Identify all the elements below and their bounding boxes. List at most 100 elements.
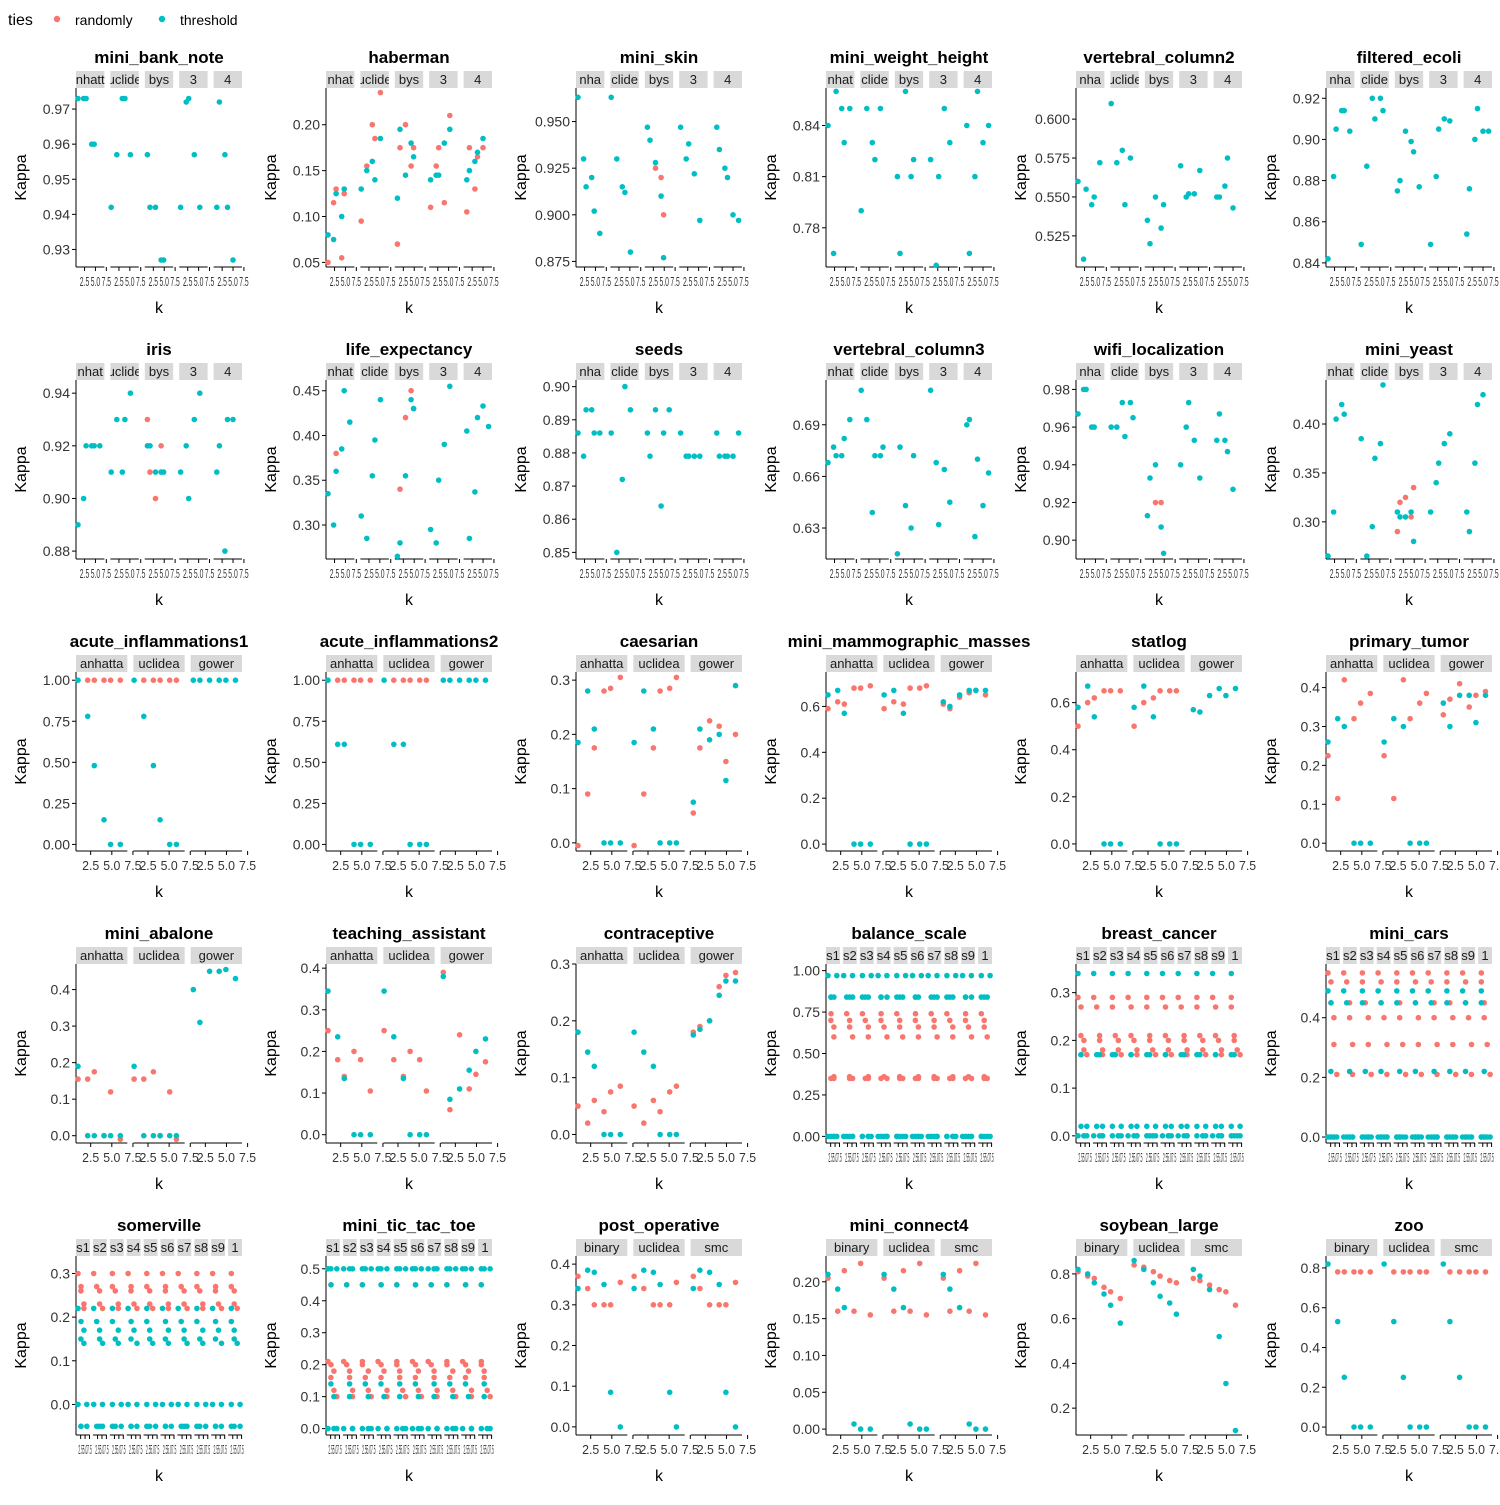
- data-point-threshold: [944, 1133, 950, 1140]
- x-tick-label: 5.0: [841, 566, 850, 581]
- data-point-randomly: [1400, 1269, 1407, 1275]
- data-point-threshold: [368, 1266, 375, 1272]
- legend-key-randomly: [53, 15, 61, 23]
- data-point-threshold: [1358, 241, 1364, 248]
- data-point-randomly: [1209, 994, 1216, 1001]
- x-tick-label: 2.5: [1447, 1150, 1452, 1165]
- x-tick-label: 7.5: [102, 566, 111, 581]
- facet-strip: [1179, 363, 1208, 380]
- data-point-randomly: [96, 1301, 103, 1307]
- x-tick-label: 5.0: [1228, 566, 1237, 581]
- x-tick-label: 2.5: [197, 858, 214, 873]
- data-point-randomly: [1394, 970, 1400, 976]
- data-point-threshold: [144, 1305, 150, 1312]
- x-axis-label: k: [1155, 300, 1164, 317]
- data-point-threshold: [617, 1424, 624, 1430]
- data-point-randomly: [134, 1305, 140, 1312]
- x-tick-label: 7.5: [371, 1442, 376, 1457]
- data-point-threshold: [834, 1133, 840, 1140]
- data-point-threshold: [877, 105, 884, 112]
- data-point-randomly: [931, 1024, 937, 1030]
- data-point-threshold: [328, 1266, 334, 1272]
- data-point-threshold: [1075, 970, 1081, 977]
- data-point-threshold: [849, 1133, 856, 1140]
- facet-strip: [1076, 1239, 1128, 1256]
- facet-strip: [1360, 71, 1389, 88]
- data-point-randomly: [1465, 1014, 1472, 1021]
- data-point-threshold: [428, 1282, 435, 1288]
- facet-strip-label: uclide: [1108, 72, 1142, 87]
- data-point-threshold: [666, 1389, 673, 1396]
- data-point-threshold: [722, 165, 728, 171]
- data-point-threshold: [714, 124, 720, 130]
- data-point-threshold: [1202, 1123, 1209, 1130]
- data-point-randomly: [346, 1374, 353, 1381]
- data-point-threshold: [908, 525, 914, 531]
- x-tick-label: 5.0: [968, 1150, 973, 1165]
- data-point-randomly: [1482, 1269, 1489, 1275]
- panel-title: mini_weight_height: [830, 48, 989, 67]
- facet-strip: [842, 947, 857, 964]
- data-point-threshold: [1216, 1333, 1222, 1340]
- data-point-threshold: [162, 1318, 169, 1325]
- facet-strip-label: gower: [449, 656, 485, 671]
- x-tick-label: 5.0: [1184, 1150, 1189, 1165]
- data-point-threshold: [690, 1285, 697, 1292]
- data-point-threshold: [1364, 553, 1370, 559]
- data-point-threshold: [101, 1132, 107, 1139]
- data-point-threshold: [338, 446, 345, 452]
- data-point-randomly: [144, 1283, 150, 1290]
- data-point-threshold: [425, 1266, 432, 1272]
- x-tick-label: 7.5: [955, 1150, 960, 1165]
- x-tick-label: 5.0: [1201, 1150, 1206, 1165]
- x-tick-label: 7.5: [636, 566, 645, 581]
- facet-strip: [826, 947, 840, 964]
- y-axis-label: Kappa: [1013, 154, 1030, 200]
- data-point-threshold: [1091, 194, 1097, 200]
- x-tick-label: 7.5: [1170, 274, 1179, 289]
- x-tick-label: 2.5: [683, 566, 692, 581]
- y-tick-label: 0.98: [1043, 381, 1070, 397]
- data-point-threshold: [91, 443, 97, 449]
- data-point-threshold: [985, 122, 992, 129]
- data-point-threshold: [907, 841, 913, 847]
- facet-strip-label: clide: [611, 72, 638, 87]
- facet-strip: [961, 947, 976, 964]
- x-tick-label: 7.5: [1455, 274, 1464, 289]
- x-tick-label: 2.5: [433, 274, 442, 289]
- data-point-threshold: [165, 1340, 172, 1347]
- data-point-threshold: [666, 840, 673, 846]
- facet-strip: [1360, 363, 1389, 380]
- x-tick-label: 2.5: [580, 566, 589, 581]
- data-point-threshold: [657, 1281, 663, 1288]
- data-point-threshold: [1197, 1273, 1203, 1279]
- data-point-randomly: [351, 1048, 357, 1055]
- data-point-threshold: [1473, 1424, 1479, 1430]
- facet-strip-label: smc: [954, 1240, 978, 1255]
- x-tick-label: 5.0: [218, 1150, 235, 1165]
- data-point-randomly: [410, 144, 417, 151]
- data-point-threshold: [462, 1266, 469, 1272]
- data-point-threshold: [834, 972, 840, 979]
- data-point-threshold: [96, 1336, 103, 1342]
- data-point-threshold: [677, 124, 684, 130]
- y-tick-label: 0.90: [1293, 131, 1320, 147]
- data-point-threshold: [897, 250, 903, 257]
- data-point-threshold: [1466, 528, 1473, 535]
- data-point-threshold: [1464, 231, 1470, 237]
- data-point-randomly: [1400, 677, 1407, 683]
- x-tick-label: 2.5: [129, 1442, 134, 1457]
- data-point-threshold: [447, 1096, 453, 1103]
- facet-strip: [76, 363, 105, 380]
- facet-strip: [894, 363, 924, 380]
- facet-strip-label: s8: [1194, 948, 1208, 963]
- data-point-threshold: [619, 476, 626, 483]
- data-point-threshold: [966, 250, 973, 257]
- data-point-randomly: [441, 199, 448, 206]
- data-point-threshold: [834, 687, 841, 694]
- data-point-threshold: [622, 383, 628, 390]
- data-point-randomly: [412, 1374, 419, 1381]
- data-point-threshold: [1159, 1133, 1166, 1139]
- facet-strip: [92, 1239, 107, 1256]
